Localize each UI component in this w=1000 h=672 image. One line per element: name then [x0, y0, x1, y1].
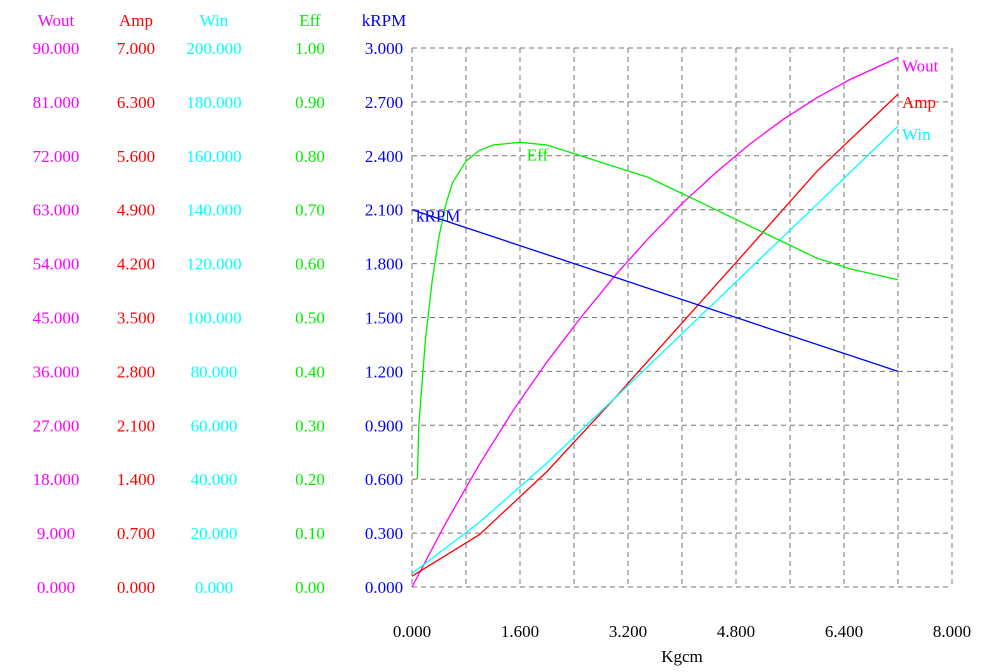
y-tick-label-krpm: 1.500: [365, 309, 403, 328]
y-tick-label-win: 100.000: [186, 309, 241, 328]
y-tick-label-eff: 0.90: [295, 93, 325, 112]
y-tick-label-krpm: 2.400: [365, 147, 403, 166]
axis-title-krpm: kRPM: [362, 11, 406, 30]
series-label-krpm: kRPM: [416, 207, 460, 226]
y-tick-label-amp: 7.000: [117, 39, 155, 58]
y-tick-label-wout: 27.000: [33, 416, 80, 435]
y-tick-label-wout: 45.000: [33, 309, 80, 328]
y-tick-label-krpm: 0.600: [365, 470, 403, 489]
y-tick-label-eff: 1.00: [295, 39, 325, 58]
y-tick-label-win: 180.000: [186, 93, 241, 112]
y-tick-label-win: 80.000: [191, 362, 238, 381]
x-tick-label: 1.600: [501, 622, 539, 641]
y-tick-label-wout: 0.000: [37, 578, 75, 597]
y-tick-label-wout: 81.000: [33, 93, 80, 112]
axis-title-amp: Amp: [119, 11, 153, 30]
y-tick-label-krpm: 0.300: [365, 524, 403, 543]
x-tick-label: 0.000: [393, 622, 431, 641]
y-tick-label-win: 160.000: [186, 147, 241, 166]
y-tick-label-eff: 0.00: [295, 578, 325, 597]
x-axis: 0.000 1.600 3.200 4.800 6.400 8.000 Kgcm: [393, 622, 971, 666]
x-tick-label: 3.200: [609, 622, 647, 641]
y-tick-label-krpm: 2.100: [365, 201, 403, 220]
y-tick-label-amp: 4.200: [117, 255, 155, 274]
y-tick-label-win: 140.000: [186, 201, 241, 220]
y-tick-label-eff: 0.10: [295, 524, 325, 543]
x-tick-label: 6.400: [825, 622, 863, 641]
y-tick-label-krpm: 2.700: [365, 93, 403, 112]
y-tick-label-win: 60.000: [191, 416, 238, 435]
series-label-eff: Eff: [527, 145, 549, 164]
series-label-win: Win: [902, 125, 931, 144]
y-tick-label-wout: 63.000: [33, 201, 80, 220]
grid: [411, 47, 953, 588]
y-tick-label-krpm: 0.900: [365, 416, 403, 435]
y-tick-label-wout: 36.000: [33, 362, 80, 381]
y-tick-label-amp: 1.400: [117, 470, 155, 489]
y-axes: Wout 0.000 9.000 18.000 27.000 36.000 45.000 54…: [33, 11, 407, 597]
y-tick-label-amp: 5.600: [117, 147, 155, 166]
y-tick-label-win: 20.000: [191, 524, 238, 543]
y-tick-label-wout: 9.000: [37, 524, 75, 543]
series-lines: [411, 57, 899, 588]
y-tick-label-krpm: 3.000: [365, 39, 403, 58]
x-tick-label: 8.000: [933, 622, 971, 641]
x-axis-title: Kgcm: [661, 647, 703, 666]
y-tick-label-eff: 0.50: [295, 309, 325, 328]
y-tick-label-wout: 54.000: [33, 255, 80, 274]
y-tick-label-amp: 0.000: [117, 578, 155, 597]
y-tick-label-wout: 90.000: [33, 39, 80, 58]
y-tick-label-krpm: 0.000: [365, 578, 403, 597]
y-tick-label-win: 40.000: [191, 470, 238, 489]
y-tick-label-eff: 0.20: [295, 470, 325, 489]
series-line-eff: [416, 141, 899, 480]
y-tick-label-win: 120.000: [186, 255, 241, 274]
y-tick-label-krpm: 1.200: [365, 362, 403, 381]
y-tick-label-eff: 0.60: [295, 255, 325, 274]
y-tick-label-amp: 4.900: [117, 201, 155, 220]
series-line-amp: [411, 93, 899, 577]
y-tick-label-amp: 2.100: [117, 416, 155, 435]
y-tick-label-amp: 2.800: [117, 362, 155, 381]
y-tick-label-eff: 0.80: [295, 147, 325, 166]
series-line-krpm: [411, 209, 899, 373]
series-line-win: [411, 125, 899, 575]
series-line-wout: [411, 57, 899, 588]
axis-title-win: Win: [200, 11, 229, 30]
x-tick-label: 4.800: [717, 622, 755, 641]
y-tick-label-amp: 3.500: [117, 309, 155, 328]
axis-title-eff: Eff: [299, 11, 321, 30]
y-tick-label-krpm: 1.800: [365, 255, 403, 274]
y-tick-label-wout: 18.000: [33, 470, 80, 489]
y-tick-label-win: 0.000: [195, 578, 233, 597]
y-tick-label-eff: 0.30: [295, 416, 325, 435]
y-tick-label-amp: 6.300: [117, 93, 155, 112]
y-tick-label-eff: 0.70: [295, 201, 325, 220]
y-tick-label-eff: 0.40: [295, 362, 325, 381]
series-label-wout: Wout: [902, 57, 939, 76]
axis-title-wout: Wout: [38, 11, 75, 30]
y-tick-label-wout: 72.000: [33, 147, 80, 166]
series-labels: Wout Amp Win Eff kRPM: [416, 57, 939, 226]
series-label-amp: Amp: [902, 93, 936, 112]
y-tick-label-amp: 0.700: [117, 524, 155, 543]
y-tick-label-win: 200.000: [186, 39, 241, 58]
